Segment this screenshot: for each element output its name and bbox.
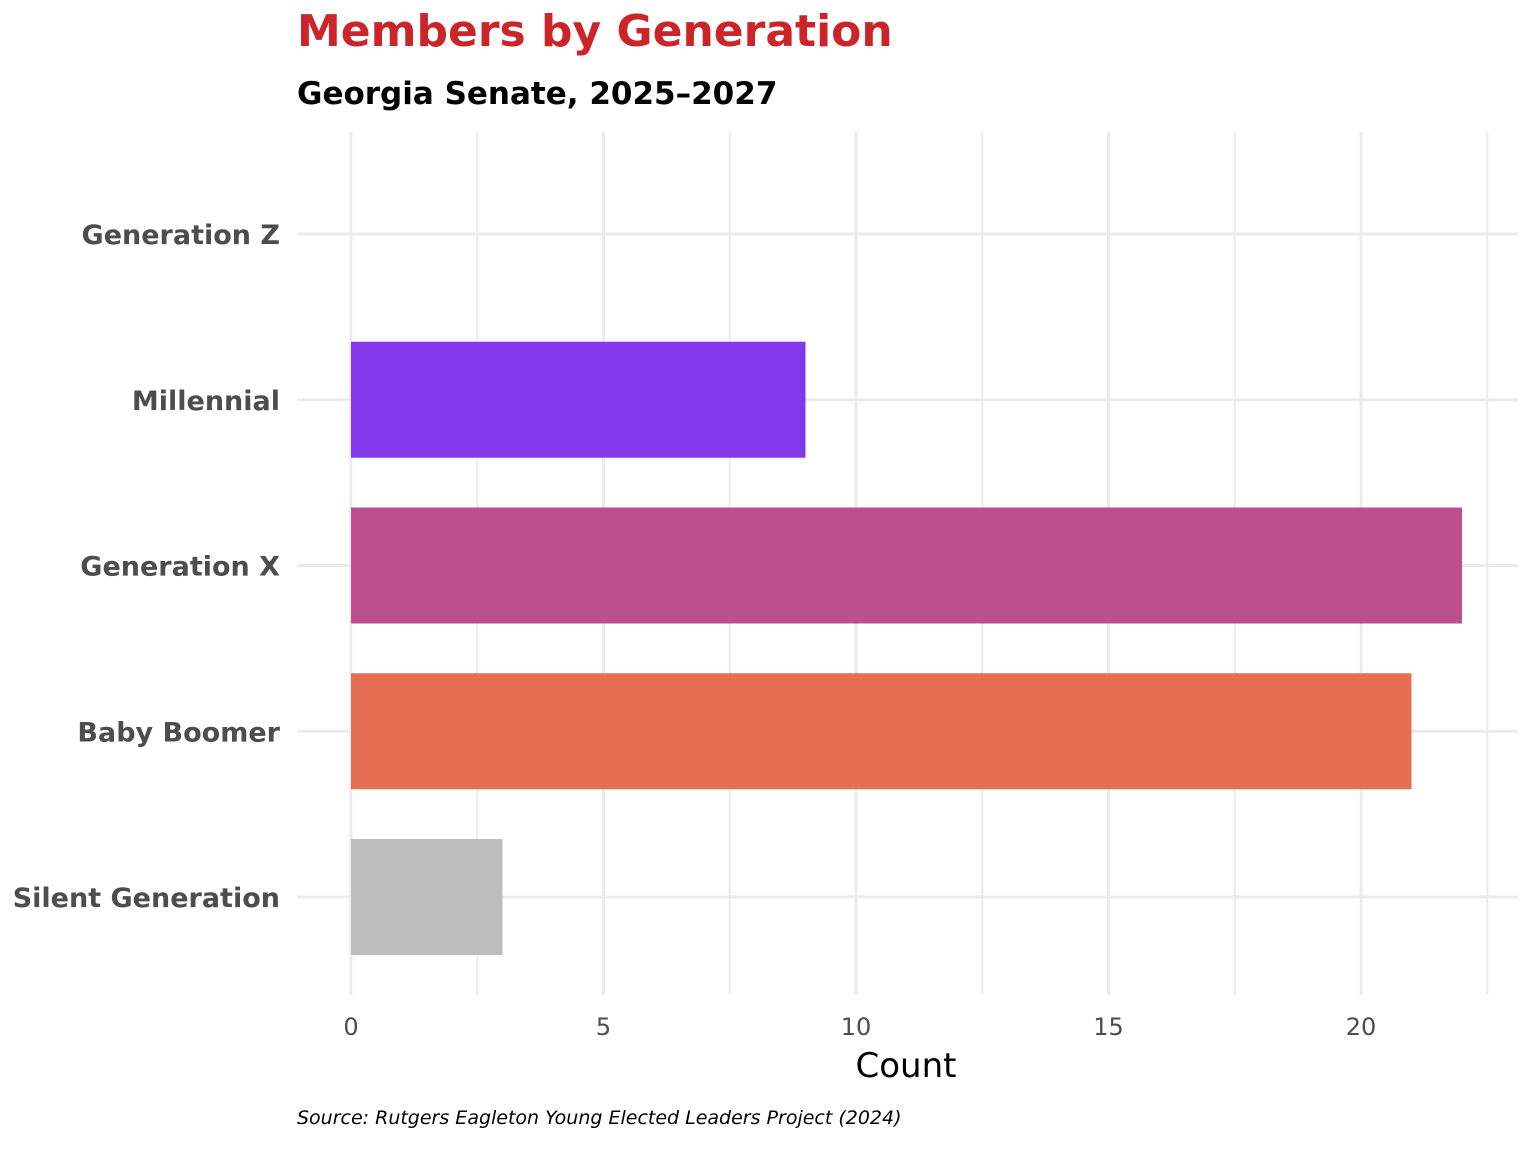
category-label: Millennial [132, 386, 280, 417]
x-tick-label: 10 [841, 1013, 872, 1041]
category-labels: Generation Z Millennial Generation X Baby B… [13, 220, 281, 914]
category-label: Generation Z [82, 220, 280, 251]
x-tick-label: 5 [596, 1013, 611, 1041]
x-tick-labels: 0 5 10 15 20 [343, 1013, 1376, 1041]
category-label: Generation X [80, 552, 280, 583]
bar [351, 839, 503, 955]
x-tick-label: 15 [1093, 1013, 1124, 1041]
category-label: Silent Generation [13, 883, 280, 914]
bars [351, 341, 1462, 955]
bar [351, 507, 1462, 624]
chart-subtitle: Georgia Senate, 2025–2027 [297, 76, 778, 112]
bar [351, 673, 1412, 790]
x-tick-label: 0 [343, 1013, 358, 1041]
bar [351, 341, 806, 458]
x-tick-label: 20 [1346, 1013, 1377, 1041]
chart-title: Members by Generation [297, 6, 893, 57]
source-caption: Source: Rutgers Eagleton Young Elected L… [297, 1107, 902, 1129]
category-label: Baby Boomer [77, 717, 280, 748]
x-axis-title: Count [856, 1046, 957, 1086]
